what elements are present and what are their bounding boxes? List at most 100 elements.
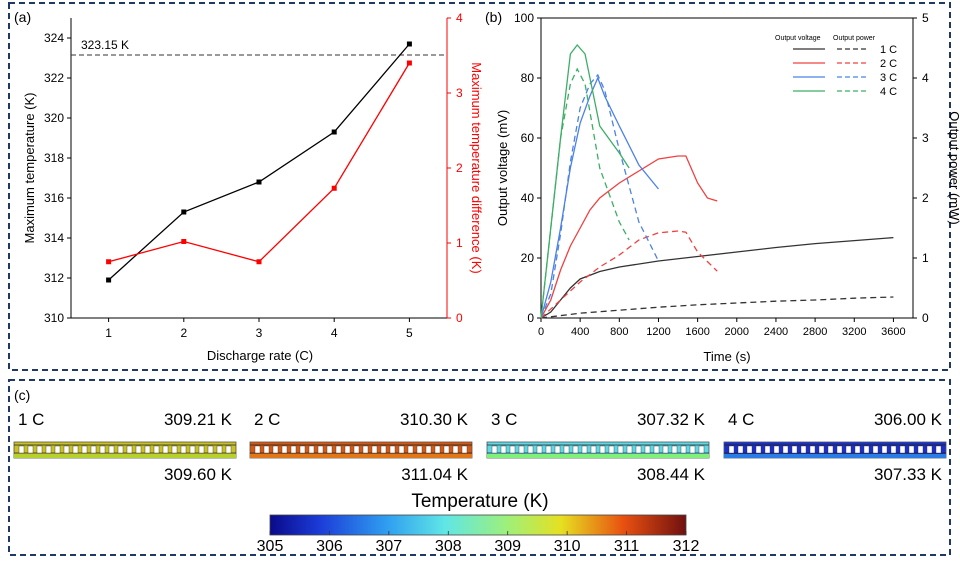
module-cell-slot [45, 445, 52, 454]
module-cell-slot [635, 445, 642, 454]
module-cell-slot [299, 445, 306, 454]
module-cell-slot [144, 445, 151, 454]
panel-b-plot-frame [540, 17, 914, 319]
module-cell-slot [617, 445, 624, 454]
module-cell-slot [908, 445, 915, 454]
module-cell-slot [755, 445, 762, 454]
legend-label: 3 C [880, 72, 897, 84]
module-cell-slot [836, 445, 843, 454]
module-cell-slot [572, 445, 579, 454]
colorbar-tick-label: 312 [673, 538, 700, 555]
module-cell-slot [162, 445, 169, 454]
panel-a-series-line-0 [108, 43, 410, 281]
module-cell-slot [171, 445, 178, 454]
module-strip-bottom-plate [250, 454, 472, 458]
module-cell-slot [746, 445, 753, 454]
panel-a-x-label: Discharge rate (C) [207, 348, 313, 363]
module-cell-slot [818, 445, 825, 454]
case-top-temperature: 307.32 K [637, 410, 706, 429]
colorbar-tick-label: 309 [494, 538, 521, 555]
panel-a-y-right-tick-label: 3 [456, 86, 463, 100]
panel-b-y-left-tick-label: 40 [521, 191, 535, 205]
panel-a-y-left-label: Maximum temperature (K) [22, 93, 37, 244]
panel-a-y-left-tick-label: 314 [44, 231, 64, 245]
panel-a-y-left-tick-label: 320 [44, 111, 64, 125]
panel-a-x-tick-label: 1 [105, 326, 112, 340]
panel-b-y-left-tick-label: 0 [527, 311, 534, 325]
module-cell-slot [590, 445, 597, 454]
panel-b-x-tick-label: 1600 [685, 326, 709, 338]
panel-b-y-right-tick-label: 2 [922, 191, 929, 205]
panel-a-y-left-tick-label: 318 [44, 151, 64, 165]
module-cell-slot [653, 445, 660, 454]
module-cell-slot [680, 445, 687, 454]
case-bottom-temperature: 307.33 K [874, 465, 943, 484]
panel-a-y-right-tick-label: 1 [456, 236, 463, 250]
module-cell-slot [500, 445, 507, 454]
panel-b-x-label: Time (s) [703, 349, 750, 364]
module-cell-slot [225, 445, 232, 454]
temperature-case-4: 4 C 306.00 K 307.33 K [723, 410, 947, 484]
panel-a-data-point [331, 185, 337, 191]
panel-a-y-left-tick-label: 322 [44, 71, 64, 85]
module-cell-slot [389, 445, 396, 454]
module-cell-slot [845, 445, 852, 454]
module-cell-slot [608, 445, 615, 454]
module-cell-slot [272, 445, 279, 454]
module-cell-slot [63, 445, 70, 454]
panel-b-y-right-tick-label: 1 [922, 251, 929, 265]
module-cell-slot [689, 445, 696, 454]
colorbar [269, 514, 687, 536]
colorbar-title: Temperature (K) [411, 491, 548, 512]
panel-a-x-tick-label: 3 [256, 326, 263, 340]
panel-a-data-point [331, 129, 337, 135]
module-cell-slot [599, 445, 606, 454]
power-line-2 [540, 73, 660, 319]
module-cell-slot [461, 445, 468, 454]
module-cell-slot [782, 445, 789, 454]
module-cell-slot [108, 445, 115, 454]
case-bottom-temperature: 309.60 K [164, 465, 233, 484]
module-cell-slot [180, 445, 187, 454]
panel-b-y-left-tick-label: 80 [521, 71, 535, 85]
module-cell-slot [737, 445, 744, 454]
module-cell-slot [344, 445, 351, 454]
module-cell-slot [791, 445, 798, 454]
panel-b-x-tick-label: 2400 [764, 326, 788, 338]
voltage-line-0 [540, 236, 894, 319]
module-cell-slot [671, 445, 678, 454]
panel-a: (a) 1 2 3 4 5 310 312 314 316 318 320 322 324 0 1 2 3 4 D… [14, 9, 484, 363]
case-label: 4 C [728, 410, 754, 429]
module-cell-slot [326, 445, 333, 454]
voltage-line-2 [540, 76, 659, 319]
panel-a-y-right-tick-label: 4 [456, 11, 463, 25]
module-cell-slot [581, 445, 588, 454]
colorbar-tick-label: 305 [257, 538, 284, 555]
module-cell-slot [81, 445, 88, 454]
panel-a-y-left-tick-label: 310 [44, 311, 64, 325]
case-label: 1 C [18, 410, 44, 429]
module-cell-slot [917, 445, 924, 454]
module-strip-bottom-plate [487, 454, 709, 458]
panel-b-x-tick-label: 2000 [725, 326, 749, 338]
panel-a-data-point [406, 41, 412, 47]
module-cell-slot [443, 445, 450, 454]
module-cell-slot [644, 445, 651, 454]
module-cell-slot [99, 445, 106, 454]
panel-b-x-tick-label: 1200 [646, 326, 670, 338]
power-line-0 [540, 296, 894, 319]
reference-line-label: 323.15 K [81, 38, 129, 52]
module-cell-slot [773, 445, 780, 454]
module-cell-slot [317, 445, 324, 454]
legend-label: 1 C [880, 44, 897, 56]
module-cell-slot [263, 445, 270, 454]
module-cell-slot [254, 445, 261, 454]
module-cell-slot [872, 445, 879, 454]
module-cell-slot [54, 445, 61, 454]
module-cell-slot [881, 445, 888, 454]
module-cell-slot [491, 445, 498, 454]
module-cell-slot [434, 445, 441, 454]
legend-label: 4 C [880, 86, 897, 98]
case-label: 3 C [491, 410, 517, 429]
power-line-3 [540, 67, 630, 319]
